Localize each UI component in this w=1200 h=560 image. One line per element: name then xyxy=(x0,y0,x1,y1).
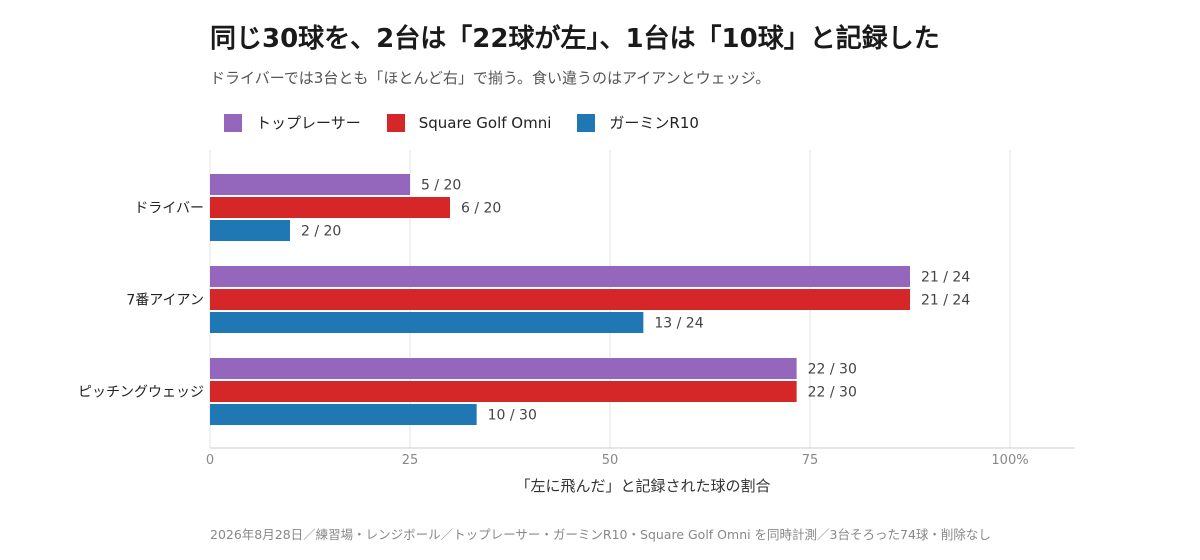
x-tick-label: 50 xyxy=(602,453,619,468)
legend-label-garmin: ガーミンR10 xyxy=(609,114,699,132)
category-label: ドライバー xyxy=(134,201,204,217)
legend-item-garmin: ガーミンR10 xyxy=(577,112,699,133)
x-tick-label: 0 xyxy=(206,453,214,468)
data-label: 13 / 24 xyxy=(654,316,703,332)
data-label: 21 / 24 xyxy=(921,270,970,286)
data-label: 5 / 20 xyxy=(421,178,461,194)
x-tick-label: 75 xyxy=(802,453,819,468)
data-label: 6 / 20 xyxy=(461,201,501,217)
bar xyxy=(210,404,477,425)
bar xyxy=(210,174,410,195)
data-label: 21 / 24 xyxy=(921,293,970,309)
legend-item-toptracer: トップレーサー xyxy=(224,112,361,133)
category-label: ピッチングウェッジ xyxy=(78,385,204,401)
bar xyxy=(210,220,290,241)
data-label: 10 / 30 xyxy=(488,408,537,424)
legend-swatch-garmin xyxy=(577,113,596,132)
data-label: 2 / 20 xyxy=(301,224,341,240)
x-axis-label: 「左に飛んだ」と記録された球の割合 xyxy=(515,477,770,495)
legend: トップレーサー Square Golf Omni ガーミンR10 xyxy=(224,112,725,133)
legend-swatch-square-golf xyxy=(386,113,405,132)
bar xyxy=(210,197,450,218)
bar xyxy=(210,381,797,402)
x-tick-label: 25 xyxy=(402,453,419,468)
bar xyxy=(210,289,910,310)
legend-label-toptracer: トップレーサー xyxy=(256,114,361,132)
chart-title: 同じ30球を、2台は「22球が左」、1台は「10球」と記録した xyxy=(210,24,940,54)
data-label: 22 / 30 xyxy=(808,385,857,401)
bar xyxy=(210,312,644,333)
bar xyxy=(210,266,910,287)
legend-label-square-golf: Square Golf Omni xyxy=(418,113,552,132)
category-label: 7番アイアン xyxy=(126,293,204,309)
bar xyxy=(210,358,797,379)
chart-footer: 2026年8月28日／練習場・レンジボール／トップレーサー・ガーミンR10・Sq… xyxy=(210,527,991,542)
x-tick-label: 100% xyxy=(991,453,1028,468)
data-label: 22 / 30 xyxy=(808,362,857,378)
legend-swatch-toptracer xyxy=(224,113,242,132)
chart-subtitle: ドライバーでは3台とも「ほとんど右」で揃う。食い違うのはアイアンとウェッジ。 xyxy=(210,69,771,87)
bar-chart: 0 25 50 75 100% 「左に飛んだ」と記録された球の割合 ドライバー 5 / 206… xyxy=(78,150,1075,495)
legend-item-square-golf: Square Golf Omni xyxy=(386,113,552,132)
